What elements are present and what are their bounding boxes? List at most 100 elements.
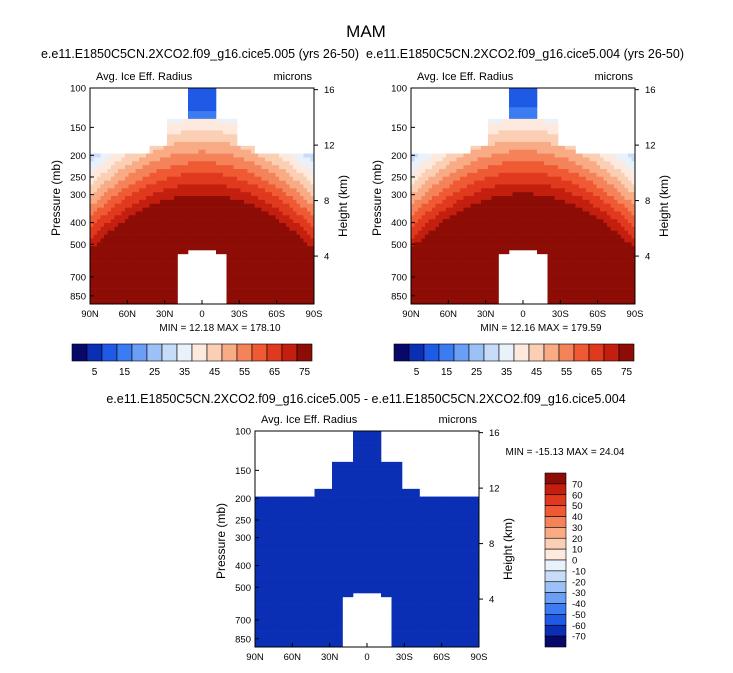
data-cell bbox=[114, 253, 119, 259]
data-cell bbox=[174, 153, 178, 158]
data-cell bbox=[279, 172, 283, 178]
data-cell bbox=[491, 211, 496, 216]
data-cell bbox=[421, 219, 426, 224]
data-cell bbox=[435, 269, 440, 274]
data-cell bbox=[547, 261, 552, 266]
data-cell bbox=[516, 223, 520, 228]
data-cell bbox=[439, 176, 443, 181]
data-cell bbox=[125, 207, 129, 212]
data-cell bbox=[296, 165, 301, 170]
data-cell bbox=[554, 238, 559, 243]
data-cell bbox=[603, 238, 608, 243]
data-cell bbox=[303, 242, 308, 247]
data-cell bbox=[300, 176, 304, 181]
data-cell bbox=[519, 118, 524, 124]
data-cell bbox=[223, 250, 227, 255]
colorbar-label: 65 bbox=[269, 367, 281, 378]
data-cell bbox=[526, 184, 531, 189]
data-cell bbox=[205, 169, 210, 174]
data-cell bbox=[111, 223, 115, 228]
data-cell bbox=[610, 277, 615, 282]
data-cell bbox=[603, 277, 608, 282]
data-cell bbox=[167, 223, 171, 228]
data-cell bbox=[537, 230, 541, 235]
data-cell bbox=[526, 238, 531, 243]
data-cell bbox=[610, 292, 615, 297]
data-cell bbox=[460, 165, 464, 170]
data-cell bbox=[600, 261, 604, 266]
data-cell bbox=[572, 261, 576, 266]
data-cell bbox=[286, 246, 290, 251]
data-cell bbox=[282, 250, 287, 255]
data-cell bbox=[282, 234, 287, 239]
data-cell bbox=[593, 284, 597, 289]
data-cell bbox=[582, 292, 587, 297]
data-cell bbox=[467, 265, 471, 270]
data-cell bbox=[533, 199, 538, 205]
data-cell bbox=[272, 230, 276, 235]
data-cell bbox=[111, 265, 115, 270]
data-cell bbox=[90, 176, 94, 181]
data-cell bbox=[610, 215, 615, 220]
data-cell bbox=[568, 284, 573, 289]
data-cell bbox=[561, 273, 566, 278]
data-cell bbox=[198, 149, 203, 154]
data-cell bbox=[607, 292, 611, 297]
data-cell bbox=[547, 292, 552, 297]
data-cell bbox=[296, 196, 301, 201]
data-cell bbox=[177, 199, 182, 205]
data-cell bbox=[156, 153, 161, 158]
data-cell bbox=[488, 122, 492, 127]
data-cell bbox=[233, 196, 238, 201]
data-cell bbox=[589, 207, 594, 212]
data-cell bbox=[460, 246, 464, 251]
data-cell bbox=[223, 238, 227, 243]
data-cell bbox=[244, 180, 248, 185]
data-cell bbox=[547, 257, 552, 262]
data-cell bbox=[251, 253, 255, 259]
data-cell bbox=[268, 238, 273, 243]
data-cell bbox=[439, 300, 443, 305]
data-cell bbox=[296, 253, 301, 259]
data-cell bbox=[100, 207, 105, 212]
data-cell bbox=[495, 230, 499, 235]
data-cell bbox=[118, 169, 122, 174]
data-cell bbox=[300, 172, 304, 178]
data-cell bbox=[540, 161, 545, 166]
data-cell bbox=[470, 238, 475, 243]
data-cell bbox=[572, 184, 576, 189]
data-cell bbox=[230, 203, 234, 208]
data-cell bbox=[279, 223, 283, 228]
data-cell bbox=[303, 277, 308, 282]
data-cell bbox=[90, 172, 94, 178]
data-cell bbox=[488, 265, 492, 270]
data-cell bbox=[226, 199, 231, 205]
data-cell bbox=[104, 269, 108, 274]
data-cell bbox=[282, 230, 287, 235]
data-cell bbox=[600, 157, 604, 162]
data-cell bbox=[477, 196, 482, 201]
data-cell bbox=[523, 199, 527, 205]
data-cell bbox=[139, 207, 143, 212]
data-cell bbox=[439, 230, 443, 235]
data-cell bbox=[289, 153, 294, 158]
data-cell bbox=[240, 149, 245, 154]
data-cell bbox=[104, 246, 108, 251]
data-cell bbox=[439, 246, 443, 251]
data-cell bbox=[593, 203, 597, 208]
data-cell bbox=[463, 165, 468, 170]
data-cell bbox=[544, 215, 548, 220]
data-cell bbox=[188, 192, 192, 197]
data-cell bbox=[442, 211, 447, 216]
data-cell bbox=[523, 145, 527, 151]
data-cell bbox=[523, 180, 527, 185]
data-cell bbox=[282, 165, 287, 170]
data-cell bbox=[205, 172, 210, 178]
data-cell bbox=[128, 223, 133, 228]
data-cell bbox=[251, 153, 255, 158]
data-cell bbox=[156, 277, 161, 282]
data-cell bbox=[558, 219, 562, 224]
data-cell bbox=[596, 188, 601, 193]
data-cell bbox=[212, 130, 217, 135]
data-cell bbox=[202, 88, 206, 93]
